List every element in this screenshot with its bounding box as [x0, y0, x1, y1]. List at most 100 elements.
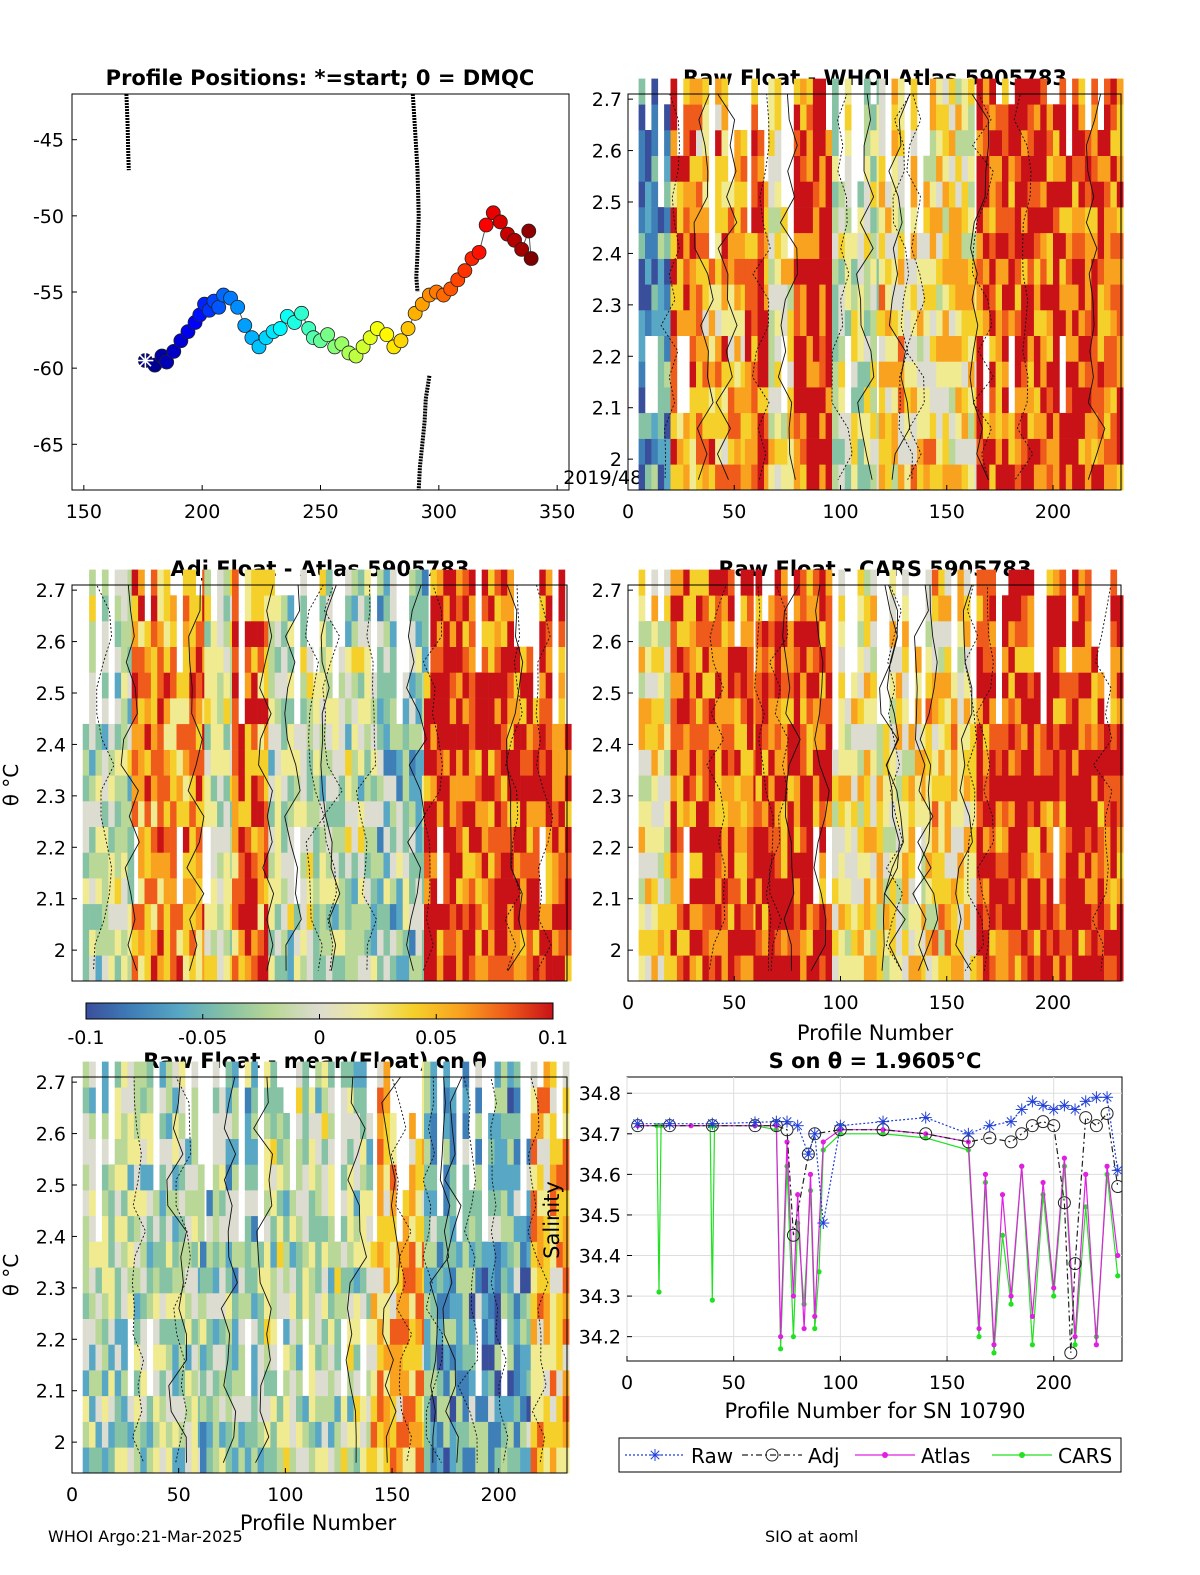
heatmap-cell	[995, 775, 1003, 802]
heatmap-cell	[488, 595, 495, 622]
heatmap-cell	[951, 698, 958, 725]
heatmap-cell	[1059, 284, 1067, 311]
heatmap-cell	[1053, 284, 1060, 311]
heatmap-cell	[325, 569, 333, 596]
series-point	[1061, 1155, 1067, 1161]
heatmap-cell	[101, 826, 109, 853]
heatmap-cell	[819, 335, 826, 362]
heatmap-cell	[955, 387, 962, 414]
heatmap-cell	[409, 595, 416, 622]
heatmap-cell	[449, 1267, 457, 1294]
heatmap-cell	[287, 955, 295, 982]
heatmap-cell	[302, 1215, 310, 1242]
heatmap-cell	[353, 1215, 361, 1242]
heatmap-cell	[377, 595, 384, 622]
heatmap-cell	[1097, 672, 1105, 699]
heatmap-cell	[95, 955, 103, 982]
heatmap-cell	[721, 621, 729, 647]
heatmap-cell	[982, 929, 990, 956]
heatmap-cell	[328, 1113, 335, 1139]
heatmap-cell	[768, 852, 775, 879]
heatmap-cell	[182, 595, 190, 622]
heatmap-cell	[793, 310, 801, 336]
heatmap-cell	[564, 903, 572, 930]
heatmap-cell	[558, 929, 566, 956]
heatmap-cell	[942, 335, 950, 362]
heatmap-cell	[1033, 698, 1041, 725]
heatmap-cell	[494, 1061, 502, 1088]
heatmap-cell	[1091, 412, 1098, 439]
contour-line	[885, 584, 904, 971]
heatmap-cell	[153, 1241, 160, 1268]
heatmap-cell	[159, 1061, 167, 1088]
heatmap-cell	[225, 1370, 233, 1397]
heatmap-cell	[761, 903, 769, 930]
heatmap-cell	[443, 1138, 450, 1165]
heatmap-cell	[961, 155, 969, 182]
heatmap-cell	[488, 1164, 495, 1191]
heatmap-cell	[638, 181, 646, 208]
heatmap-cell	[217, 595, 224, 622]
heatmap-cell	[549, 1318, 557, 1345]
heatmap-cell	[1033, 826, 1041, 853]
heatmap-cell	[449, 1370, 457, 1397]
heatmap-cell	[838, 284, 846, 311]
heatmap-cell	[300, 646, 307, 673]
heatmap-cell	[889, 878, 897, 905]
heatmap-cell	[857, 181, 865, 208]
heatmap-cell	[914, 646, 922, 673]
heatmap-cell	[651, 929, 659, 956]
heatmap-cell	[1084, 569, 1092, 596]
heatmap-cell	[274, 801, 282, 827]
heatmap-cell	[1027, 258, 1035, 285]
heatmap-cell	[844, 723, 852, 750]
heatmap-cell	[740, 723, 748, 750]
heatmap-cell	[276, 1267, 284, 1294]
heatmap-cell	[702, 284, 710, 311]
heatmap-cell	[409, 1241, 416, 1268]
heatmap-cell	[1014, 775, 1022, 802]
heatmap-cell	[389, 1164, 397, 1191]
heatmap-cell	[696, 621, 703, 647]
heatmap-cell	[1084, 207, 1092, 234]
star-stroke	[818, 1218, 828, 1228]
heatmap-cell	[530, 1138, 538, 1165]
heatmap-cell	[283, 1190, 290, 1217]
heatmap-cell	[449, 1241, 457, 1268]
heatmap-cell	[683, 698, 690, 725]
heatmap-cell	[296, 1113, 303, 1139]
heatmap-cell	[244, 1267, 252, 1294]
heatmap-cell	[462, 698, 470, 725]
heatmap-cell	[696, 852, 703, 879]
heatmap-cell	[825, 335, 833, 362]
heatmap-cell	[389, 801, 397, 827]
x-tick-label: 100	[267, 1484, 303, 1506]
contour-line	[381, 1076, 402, 1463]
heatmap-cell	[562, 1164, 570, 1191]
heatmap-cell	[683, 955, 690, 982]
heatmap-cell	[982, 181, 990, 208]
heatmap-cell	[1027, 878, 1035, 905]
heatmap-cell	[140, 1267, 147, 1294]
heatmap-cell	[172, 1138, 179, 1165]
heatmap-cell	[232, 723, 239, 750]
heatmap-cell	[1014, 569, 1022, 596]
heatmap-cell	[806, 878, 814, 905]
heatmap-cell	[114, 852, 122, 879]
heatmap-cell	[1097, 181, 1105, 208]
heatmap-cell	[1072, 438, 1079, 465]
heatmap-cell	[232, 1138, 239, 1165]
heatmap-cell	[488, 826, 495, 853]
heatmap-cell	[1040, 438, 1047, 465]
heatmap-cell	[844, 852, 852, 879]
heatmap-cell	[537, 1190, 544, 1217]
y-tick-label: 2.1	[36, 889, 66, 911]
heatmap-cell	[89, 1138, 96, 1165]
heatmap-cell	[851, 412, 858, 439]
heatmap-cell	[257, 749, 265, 776]
heatmap-cell	[931, 878, 939, 905]
series-point	[976, 1334, 982, 1340]
heatmap-cell	[114, 749, 122, 776]
heatmap-cell	[727, 852, 735, 879]
heatmap-cell	[244, 1190, 252, 1217]
